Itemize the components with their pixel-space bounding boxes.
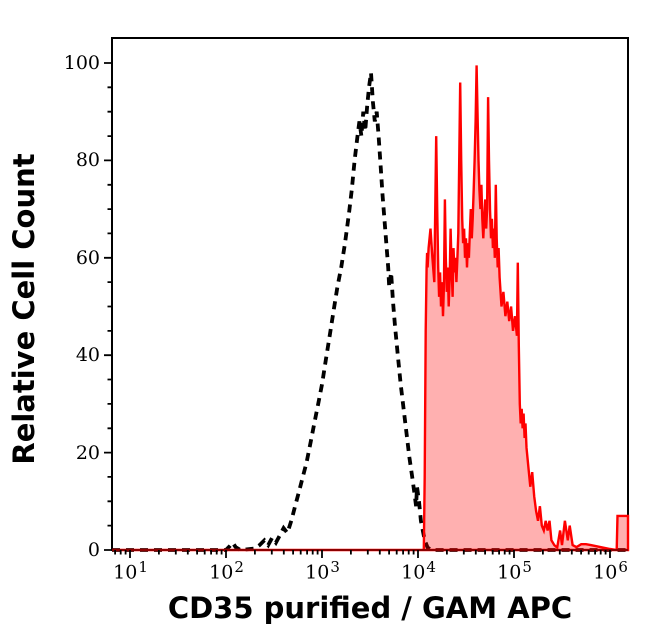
x-tick-label: 101 bbox=[113, 558, 148, 584]
x-tick-label: 105 bbox=[497, 558, 532, 584]
y-tick-label: 20 bbox=[75, 441, 100, 464]
y-tick-label: 0 bbox=[87, 539, 100, 561]
y-tick-label: 80 bbox=[75, 149, 100, 172]
axis-ticks bbox=[104, 62, 611, 558]
x-tick-label: 106 bbox=[593, 558, 628, 584]
y-tick-label: 60 bbox=[75, 246, 100, 269]
x-tick-label: 104 bbox=[401, 558, 436, 584]
cd35-stained-curve bbox=[112, 65, 630, 552]
unstained-control-curve bbox=[112, 72, 628, 552]
y-axis-title: Relative Cell Count bbox=[7, 153, 41, 465]
y-tick-label: 40 bbox=[75, 344, 100, 367]
plot-frame bbox=[111, 37, 629, 551]
x-tick-label: 103 bbox=[305, 558, 340, 584]
x-tick-label: 102 bbox=[209, 558, 244, 584]
y-tick-label: 100 bbox=[63, 52, 100, 74]
x-axis-title: CD35 purified / GAM APC bbox=[167, 591, 573, 625]
